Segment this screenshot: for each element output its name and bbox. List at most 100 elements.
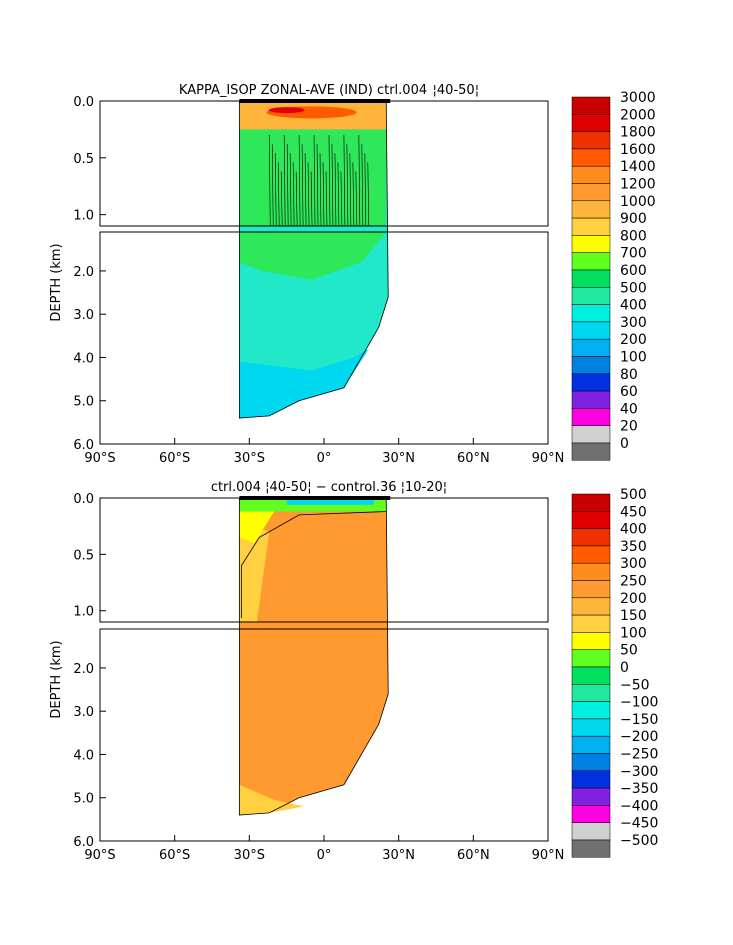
colorbar-swatch bbox=[571, 304, 611, 323]
colorbar-label: −500 bbox=[620, 833, 658, 849]
colorbar-swatch bbox=[571, 96, 611, 115]
colorbar-swatch bbox=[571, 287, 611, 305]
colorbar-label: 150 bbox=[620, 608, 647, 624]
y-tick-label: 0.0 bbox=[73, 95, 94, 110]
colorbar-label: −300 bbox=[620, 764, 658, 780]
colorbar-label: 2000 bbox=[620, 107, 656, 123]
y-tick-label: 1.0 bbox=[73, 605, 94, 620]
field-neg bbox=[286, 498, 374, 505]
colorbar-label: 400 bbox=[620, 298, 647, 314]
colorbar-label: 700 bbox=[620, 246, 647, 262]
colorbar-swatch bbox=[571, 684, 611, 702]
x-tick-label: 90°N bbox=[532, 848, 565, 863]
contour-line bbox=[295, 171, 298, 227]
field-600 bbox=[239, 232, 387, 280]
colorbar-swatch bbox=[571, 787, 611, 806]
colorbar-label: 20 bbox=[620, 419, 638, 435]
y-tick-label: 6.0 bbox=[73, 438, 94, 453]
colorbar-swatch bbox=[571, 235, 611, 253]
y-tick-label: 2.0 bbox=[73, 265, 94, 280]
colorbar-swatch bbox=[571, 545, 611, 564]
contour-line bbox=[298, 135, 301, 227]
colorbar-label: 80 bbox=[620, 367, 638, 383]
colorbar-label: −100 bbox=[620, 695, 658, 711]
y-tick-label: 3.0 bbox=[73, 705, 94, 720]
colorbar-label: 300 bbox=[620, 556, 647, 572]
bottom-panel: ctrl.004 ¦40-50¦ − control.36 ¦10-20¦ 90°… bbox=[49, 480, 658, 863]
colorbar-swatch bbox=[571, 321, 611, 340]
y-tick-label: 4.0 bbox=[73, 351, 94, 366]
x-tick-label: 60°N bbox=[457, 848, 490, 863]
contour-line bbox=[346, 144, 349, 227]
colorbar-label: −200 bbox=[620, 729, 658, 745]
x-tick-label: 30°S bbox=[234, 848, 265, 863]
y-tick-label: 5.0 bbox=[73, 395, 94, 410]
colorbar-label: −400 bbox=[620, 798, 658, 814]
contour-line bbox=[328, 135, 331, 227]
x-tick-label: 0° bbox=[317, 848, 332, 863]
ocean-outline bbox=[238, 497, 389, 816]
contour-line bbox=[274, 153, 277, 227]
colorbar-label: 0 bbox=[620, 436, 629, 452]
contour-line bbox=[310, 171, 313, 227]
colorbar-swatch bbox=[571, 183, 611, 202]
colorbar-swatch bbox=[571, 805, 611, 823]
colorbar-label: 1200 bbox=[620, 177, 656, 193]
ocean-outline bbox=[238, 100, 389, 419]
contour-line bbox=[337, 162, 340, 227]
y-tick-label: 1.0 bbox=[73, 209, 94, 224]
y-axis-label: DEPTH (km) bbox=[49, 640, 64, 718]
colorbar-swatch bbox=[571, 390, 611, 409]
x-tick-label: 60°S bbox=[159, 451, 190, 466]
colorbar-swatch bbox=[571, 408, 611, 426]
x-tick-label: 30°N bbox=[382, 848, 415, 863]
colorbar-swatch bbox=[571, 442, 611, 461]
colorbar-label: 1600 bbox=[620, 142, 656, 158]
colorbar-label: −250 bbox=[620, 747, 658, 763]
colorbar-swatch bbox=[571, 718, 611, 737]
contour-line bbox=[240, 511, 387, 618]
x-tick-label: 0° bbox=[317, 451, 332, 466]
contour-line bbox=[280, 171, 283, 227]
colorbar-swatch bbox=[571, 701, 611, 720]
colorbar-swatch bbox=[571, 822, 611, 841]
contour-line bbox=[268, 135, 271, 227]
colorbar-label: 1800 bbox=[620, 125, 656, 141]
contour-line bbox=[358, 135, 361, 227]
field-400 bbox=[239, 348, 369, 419]
colorbar-swatch bbox=[571, 165, 611, 184]
colorbar-swatch bbox=[571, 580, 611, 599]
colorbar-label: 600 bbox=[620, 263, 647, 279]
colorbar-label: 50 bbox=[620, 643, 638, 659]
contour-line bbox=[307, 162, 310, 227]
colorbar-label: 60 bbox=[620, 384, 638, 400]
contour-line bbox=[322, 162, 325, 227]
colorbar-swatch bbox=[571, 356, 611, 375]
colorbar-label: 400 bbox=[620, 522, 647, 538]
colorbar-swatch bbox=[571, 649, 611, 668]
contour-line bbox=[292, 162, 295, 227]
x-tick-label: 60°S bbox=[159, 848, 190, 863]
colorbar-label: 0 bbox=[620, 660, 629, 676]
colorbar-label: 1400 bbox=[620, 159, 656, 175]
colorbar-swatch bbox=[571, 666, 611, 685]
y-tick-label: 0.5 bbox=[73, 152, 94, 167]
x-tick-label: 30°S bbox=[234, 451, 265, 466]
y-tick-label: 6.0 bbox=[73, 835, 94, 850]
y-tick-label: 0.0 bbox=[73, 492, 94, 507]
contour-line bbox=[352, 162, 355, 227]
y-tick-label: 5.0 bbox=[73, 792, 94, 807]
colorbar-swatch bbox=[571, 114, 611, 132]
colorbar-label: 300 bbox=[620, 315, 647, 331]
colorbar-label: 1000 bbox=[620, 194, 656, 210]
colorbar-label: −450 bbox=[620, 816, 658, 832]
y-tick-label: 0.5 bbox=[73, 548, 94, 563]
colorbar-swatch bbox=[571, 753, 611, 772]
top-panel: KAPPA_ISOP ZONAL-AVE (IND) ctrl.004 ¦40-… bbox=[49, 83, 656, 466]
colorbar-swatch bbox=[571, 632, 611, 650]
y-axis-label: DEPTH (km) bbox=[49, 243, 64, 321]
contour-line bbox=[355, 171, 358, 227]
x-tick-label: 90°S bbox=[84, 848, 115, 863]
colorbar-swatch bbox=[571, 252, 611, 271]
colorbar-swatch bbox=[571, 770, 611, 789]
